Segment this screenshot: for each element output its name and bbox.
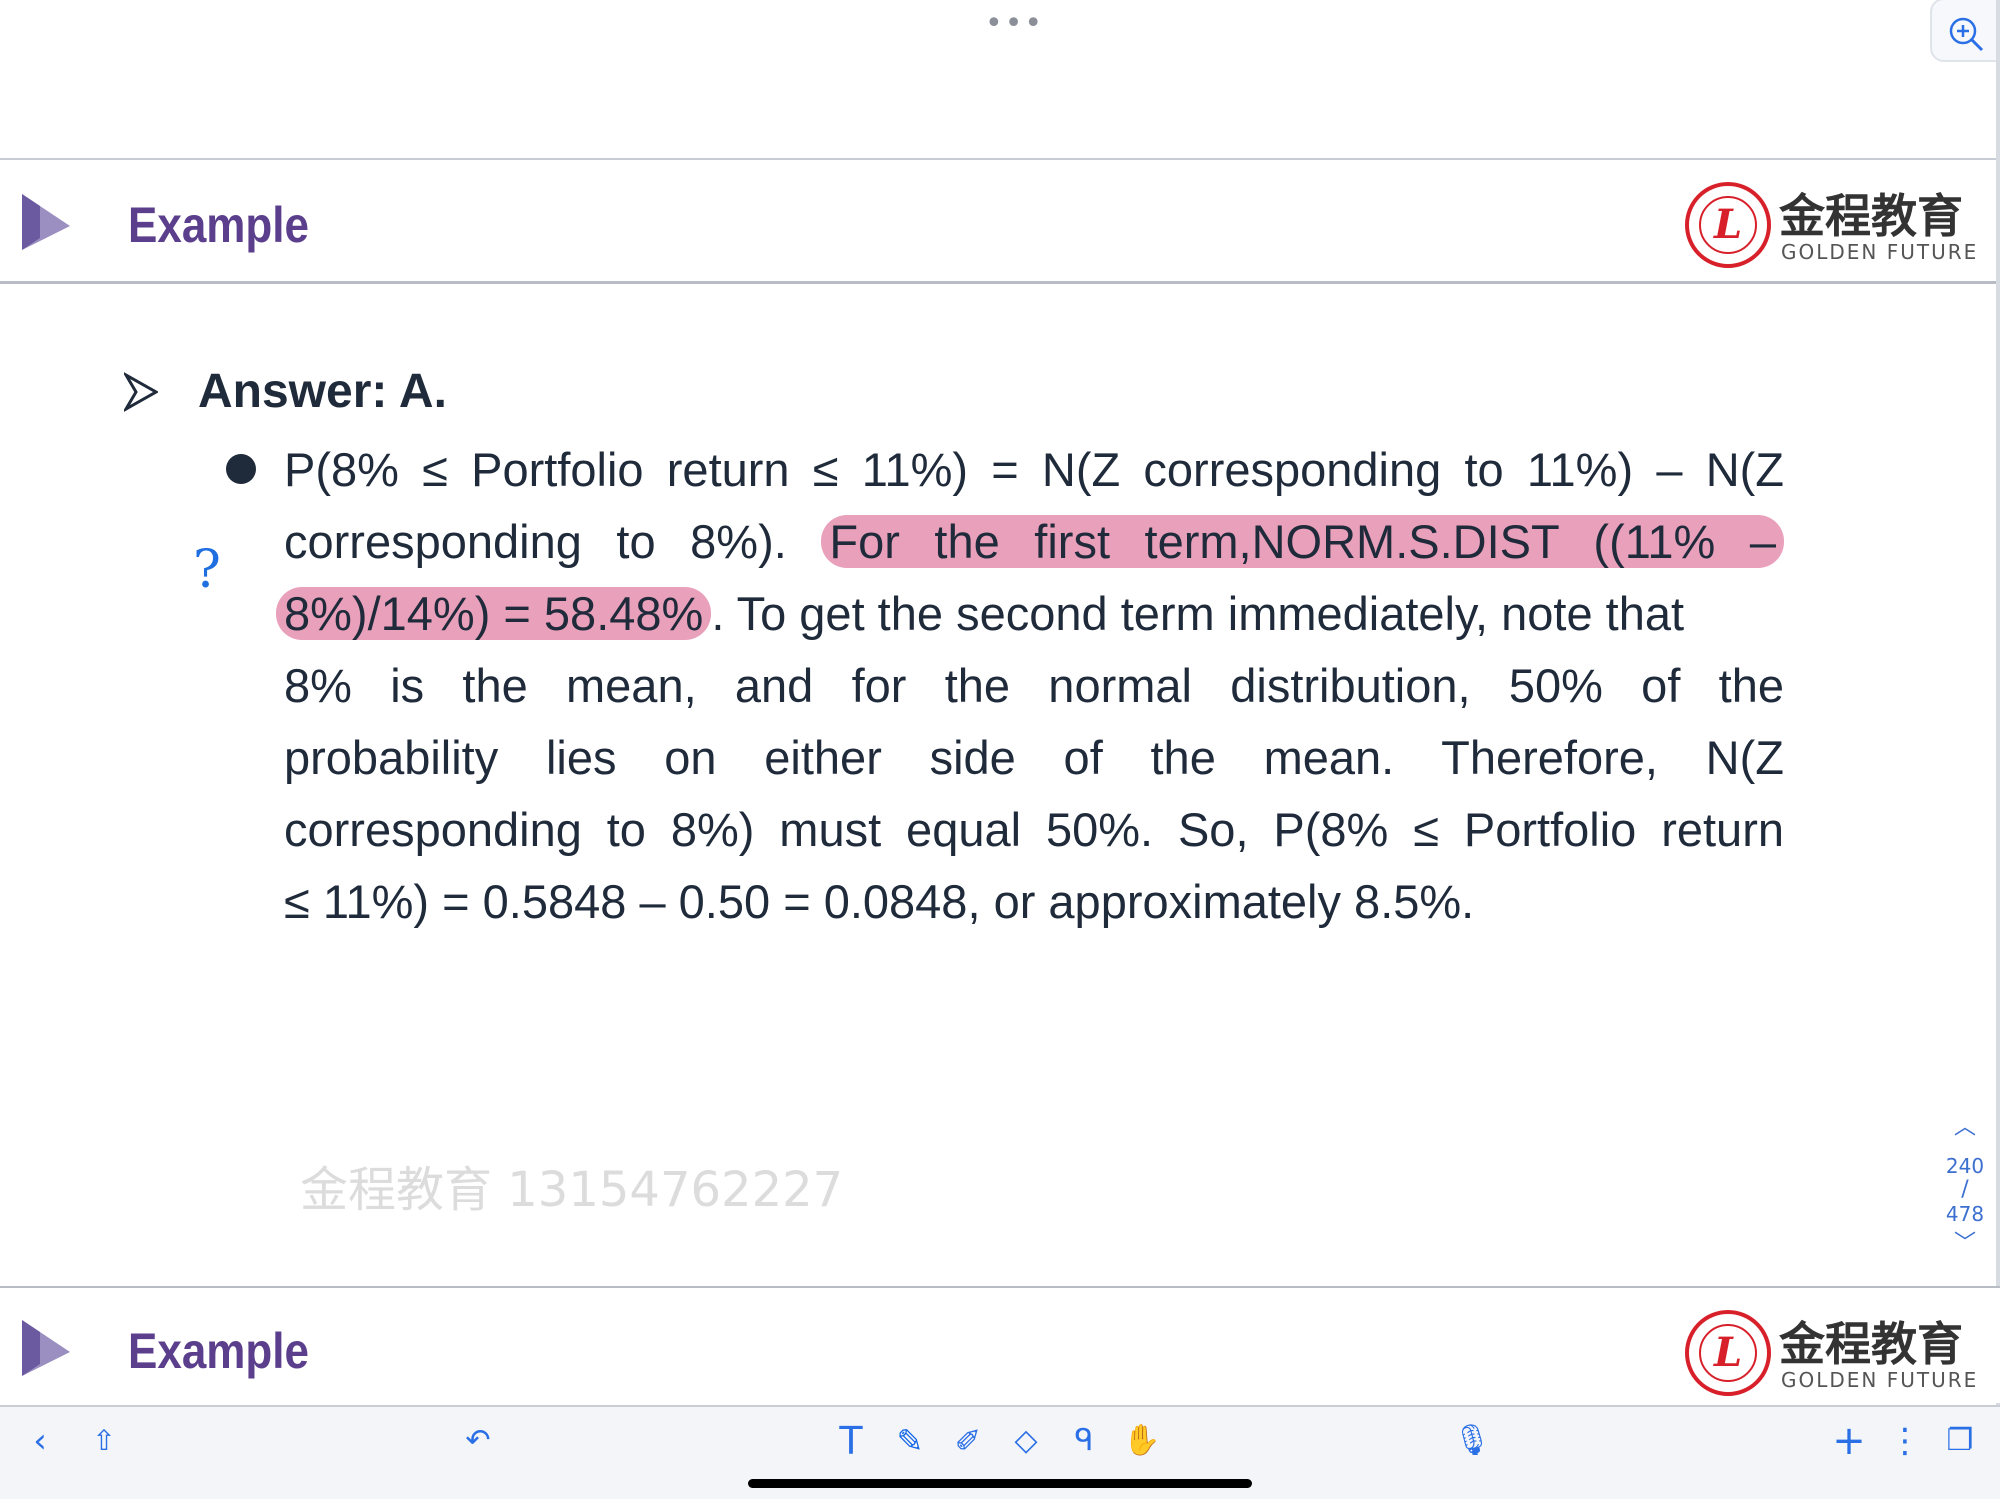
- brand-name-cn: 金程教育: [1779, 189, 1963, 243]
- slide-title: Example: [128, 197, 309, 253]
- arrow-bullet-icon: [124, 372, 158, 412]
- bullet-dot: [226, 454, 256, 484]
- share-icon[interactable]: ⇧: [92, 1424, 116, 1457]
- body-line: corresponding to 8%) must equal 50%. So,…: [284, 800, 1784, 860]
- body-line: 8% is the mean, and for the normal distr…: [284, 656, 1784, 716]
- answer-heading: Answer: A.: [198, 365, 447, 418]
- page-indicator[interactable]: ︿ 240 / 478 ﹀: [1940, 1116, 1990, 1260]
- body-line: corresponding to 8%). For the first term…: [284, 512, 1785, 572]
- text: corresponding to 8%) must equal 50%. So,…: [284, 803, 1784, 856]
- total-pages: 478: [1945, 1202, 1985, 1226]
- top-bar: •••: [0, 0, 2000, 160]
- microphone-icon[interactable]: 🎙: [1452, 1423, 1492, 1458]
- add-icon[interactable]: +: [1832, 1418, 1866, 1464]
- hand-icon[interactable]: ✋: [1123, 1423, 1161, 1458]
- watermark: 金程教育 13154762227: [300, 1162, 844, 1218]
- page-down-icon[interactable]: ﹀: [1953, 1231, 1976, 1256]
- text-tool-icon[interactable]: T: [839, 1419, 863, 1463]
- next-slide-header: Example L 金程教育 GOLDEN FUTURE: [0, 1288, 2000, 1403]
- highlighter-icon[interactable]: ✐: [954, 1422, 982, 1460]
- zoom-in-icon: [1949, 17, 1984, 52]
- zoom-in-button[interactable]: [1930, 0, 2000, 62]
- svg-text:L: L: [1713, 1329, 1742, 1376]
- home-indicator[interactable]: [748, 1479, 1252, 1488]
- brand-seal-icon: L: [1685, 182, 1771, 268]
- slide-header: Example L 金程教育 GOLDEN FUTURE: [0, 162, 2000, 282]
- text: 8% is the mean, and for the normal distr…: [284, 659, 1784, 712]
- undo-icon[interactable]: ↶: [465, 1423, 491, 1458]
- highlighted-text: For the first term,NORM.S.DIST ((11% –: [821, 515, 1785, 568]
- brand-name-cn: 金程教育: [1779, 1317, 1963, 1371]
- more-vertical-icon[interactable]: ⋮: [1888, 1421, 1922, 1461]
- pen-icon[interactable]: ✎: [896, 1422, 924, 1460]
- text: . To get the second term immediately, no…: [711, 587, 1685, 640]
- current-page: 240: [1945, 1154, 1985, 1178]
- page-up-icon[interactable]: ︿: [1953, 1115, 1976, 1140]
- body-line: P(8% ≤ Portfolio return ≤ 11%) = N(Z cor…: [284, 440, 1784, 500]
- page-separator: /: [1961, 1177, 1969, 1202]
- slide-divider: [0, 1286, 2000, 1288]
- brand-seal-icon: L: [1685, 1310, 1771, 1396]
- ellipsis-icon[interactable]: •••: [985, 6, 1045, 41]
- slide-logo-icon: [22, 194, 70, 250]
- text: P(8% ≤ Portfolio return ≤ 11%) = N(Z cor…: [284, 443, 1784, 496]
- handwritten-question-annotation[interactable]: ?: [193, 540, 221, 600]
- next-slide-title: Example: [128, 1323, 309, 1379]
- brand-name-en: GOLDEN FUTURE: [1781, 240, 1979, 264]
- body-line: ≤ 11%) = 0.5848 – 0.50 = 0.0848, or appr…: [284, 872, 1784, 932]
- body-line: 8%)/14%) = 58.48%. To get the second ter…: [276, 584, 1784, 644]
- slide-logo-icon: [22, 1320, 70, 1376]
- text: corresponding to 8%).: [284, 515, 787, 568]
- eraser-icon[interactable]: ◇: [1014, 1423, 1038, 1458]
- text: ≤ 11%) = 0.5848 – 0.50 = 0.0848, or appr…: [284, 875, 1475, 928]
- brand-logo: L 金程教育 GOLDEN FUTURE: [1683, 180, 1976, 272]
- text: probability lies on either side of the m…: [284, 731, 1784, 784]
- highlighted-text: 8%)/14%) = 58.48%: [276, 587, 712, 640]
- brand-name-en: GOLDEN FUTURE: [1781, 1368, 1979, 1392]
- pages-icon[interactable]: ❐: [1946, 1423, 1974, 1458]
- back-icon[interactable]: ‹: [33, 1421, 47, 1461]
- brand-logo: L 金程教育 GOLDEN FUTURE: [1683, 1308, 1976, 1400]
- svg-text:L: L: [1713, 201, 1742, 248]
- header-divider: [0, 281, 2000, 284]
- scrollbar[interactable]: [1996, 0, 2000, 1405]
- body-line: probability lies on either side of the m…: [284, 728, 1784, 788]
- lasso-icon[interactable]: ᑫ: [1074, 1423, 1094, 1458]
